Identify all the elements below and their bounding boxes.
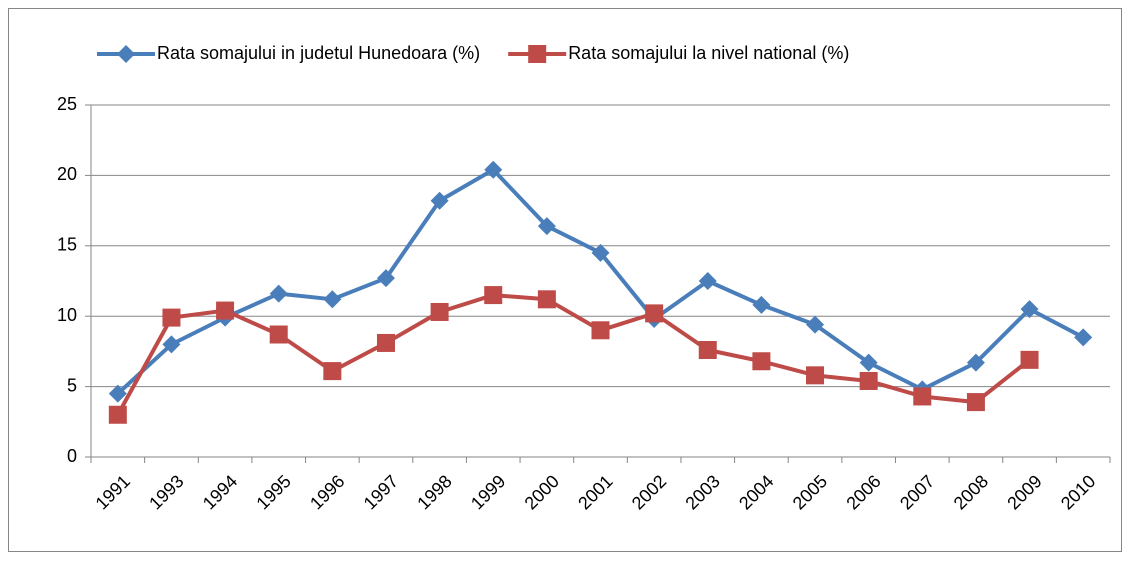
marker	[1074, 328, 1093, 347]
marker	[430, 191, 449, 210]
chart-border	[8, 8, 1122, 552]
marker	[537, 290, 556, 309]
marker	[1020, 300, 1039, 319]
marker	[269, 284, 288, 303]
marker	[323, 290, 342, 309]
y-tick-label: 10	[57, 305, 77, 325]
legend-item: Rata somajului in judetul Hunedoara (%)	[97, 43, 480, 63]
marker	[806, 366, 825, 385]
marker	[376, 333, 395, 352]
marker	[323, 362, 342, 381]
marker	[645, 304, 664, 323]
marker	[591, 321, 610, 340]
marker	[162, 308, 181, 327]
y-tick-label: 25	[57, 94, 77, 114]
marker	[269, 325, 288, 344]
marker	[591, 243, 610, 262]
marker	[108, 405, 127, 424]
marker	[484, 160, 503, 179]
marker	[537, 217, 556, 236]
marker	[698, 272, 717, 290]
marker	[806, 315, 825, 334]
y-tick-label: 20	[57, 164, 77, 184]
y-tick-label: 15	[57, 235, 77, 255]
marker	[528, 45, 547, 63]
marker	[698, 340, 717, 359]
marker	[913, 387, 932, 406]
marker	[966, 353, 985, 372]
marker	[966, 393, 985, 412]
marker	[108, 384, 127, 403]
marker	[1020, 350, 1039, 369]
marker	[117, 45, 135, 63]
marker	[859, 353, 878, 372]
marker	[752, 295, 771, 314]
marker	[162, 335, 181, 354]
marker	[376, 269, 395, 288]
y-tick-label: 0	[67, 446, 77, 466]
marker	[430, 302, 449, 321]
marker	[859, 371, 878, 390]
marker	[216, 301, 235, 320]
marker	[484, 286, 503, 305]
legend-label: Rata somajului in judetul Hunedoara (%)	[157, 43, 480, 63]
legend-label: Rata somajului la nivel national (%)	[568, 43, 849, 63]
marker	[752, 352, 771, 371]
y-tick-label: 5	[67, 375, 77, 395]
legend-item: Rata somajului la nivel national (%)	[508, 43, 849, 63]
